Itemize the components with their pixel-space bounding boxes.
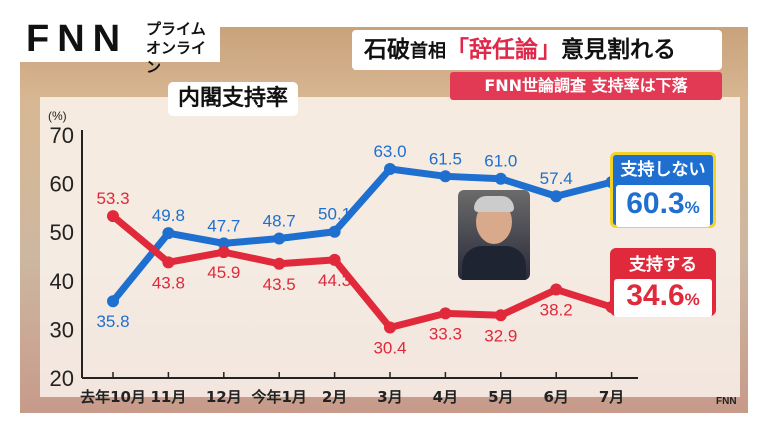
data-point — [328, 253, 341, 266]
x-tick-label: 3月 — [377, 388, 402, 406]
data-point — [439, 307, 452, 320]
data-point — [439, 170, 452, 183]
y-tick-label: 60 — [50, 172, 74, 197]
x-tick-label: 今年1月 — [250, 388, 306, 406]
headline: 石破首相「辞任論」意見割れる — [352, 30, 722, 70]
data-label: 33.3 — [429, 324, 462, 343]
data-label: 48.7 — [263, 212, 296, 231]
data-point — [384, 321, 396, 334]
x-tick-label: 6月 — [543, 388, 568, 406]
data-point — [273, 257, 286, 270]
fnn-logo: FNN プライム オンライン — [20, 14, 220, 76]
data-point — [107, 210, 119, 223]
y-tick-label: 30 — [50, 317, 74, 342]
data-point — [217, 237, 230, 250]
data-label: 38.2 — [540, 301, 573, 320]
prime-minister-photo — [458, 190, 530, 280]
data-point — [494, 309, 507, 322]
series-line-0 — [110, 165, 613, 304]
data-point — [217, 246, 230, 259]
y-tick-label: 20 — [50, 366, 74, 391]
legend-approve: 支持する 34.6% — [610, 248, 716, 317]
data-label: 53.3 — [96, 189, 129, 208]
data-label: 43.5 — [263, 275, 296, 294]
legend-disapprove: 支持しない 60.3% — [610, 152, 716, 228]
data-point — [273, 232, 286, 245]
data-point — [162, 227, 175, 240]
data-label: 47.7 — [207, 216, 240, 235]
legend-disapprove-value: 60.3% — [616, 185, 710, 227]
legend-disapprove-label: 支持しない — [620, 160, 706, 180]
x-tick-label: 去年10月 — [80, 388, 146, 406]
x-tick-label: 11月 — [150, 388, 186, 406]
data-label: 50.1 — [318, 205, 351, 224]
data-point — [328, 225, 341, 238]
x-tick-label: 4月 — [433, 388, 458, 406]
data-point — [494, 172, 507, 185]
series-line-1 — [110, 213, 613, 331]
data-label: 43.8 — [152, 273, 185, 292]
legend-approve-value: 34.6% — [614, 279, 712, 317]
data-label: 45.9 — [207, 263, 240, 282]
logo-text: FNN — [26, 18, 129, 60]
data-point — [384, 163, 396, 176]
data-label: 63.0 — [373, 142, 406, 161]
data-label: 35.8 — [96, 312, 129, 331]
y-tick-label: 50 — [50, 220, 74, 245]
x-tick-label: 5月 — [488, 388, 513, 406]
data-point — [550, 283, 563, 296]
y-tick-label: 40 — [50, 269, 74, 294]
data-point — [107, 295, 119, 308]
data-label: 61.5 — [429, 149, 462, 168]
data-label: 30.4 — [373, 338, 406, 357]
logo-subtitle: プライム オンライン — [146, 20, 207, 76]
y-tick-label: 70 — [50, 123, 74, 148]
data-label: 32.9 — [484, 326, 517, 345]
y-axis-unit: (%) — [48, 109, 67, 123]
watermark: FNN — [716, 396, 737, 407]
chart-title: 内閣支持率 — [168, 82, 299, 116]
x-tick-label: 2月 — [322, 388, 347, 406]
legend-approve-label: 支持する — [629, 255, 697, 275]
subheadline: FNN世論調査 支持率は下落 — [450, 72, 722, 100]
data-label: 61.0 — [484, 152, 517, 171]
data-label: 44.3 — [318, 271, 351, 290]
data-label: 49.8 — [152, 206, 185, 225]
x-tick-label: 12月 — [206, 388, 242, 406]
data-label: 57.4 — [540, 169, 573, 188]
data-point — [162, 256, 175, 269]
data-point — [550, 190, 563, 203]
x-tick-label: 7月 — [599, 388, 624, 406]
